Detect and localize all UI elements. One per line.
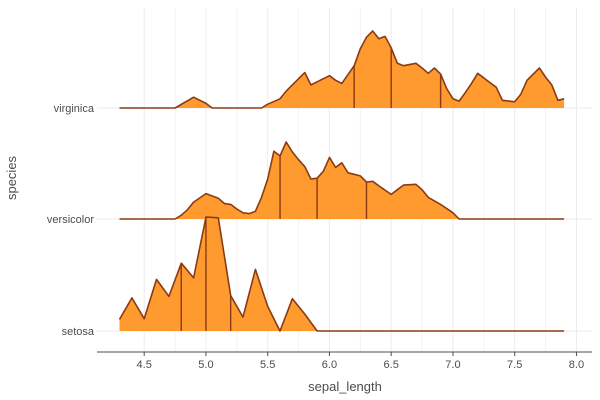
x-tick-label: 7.5 (507, 359, 522, 371)
ridge-area-virginica (119, 31, 565, 108)
x-axis-ticks: 4.5 5.0 5.5 6.0 6.5 7.0 7.5 8.0 (137, 352, 584, 371)
ridge-area-setosa (119, 217, 565, 331)
ridge-virginica (119, 30, 565, 109)
ridges (118, 30, 565, 332)
x-tick-label: 8.0 (569, 359, 584, 371)
y-category-label-virginica: virginica (54, 103, 95, 115)
ridge-area-versicolor (119, 142, 565, 219)
y-axis-title: species (4, 155, 19, 200)
x-tick-label: 5.0 (198, 359, 213, 371)
x-axis-title: sepal_length (308, 379, 382, 394)
x-tick-label: 6.0 (322, 359, 337, 371)
x-tick-label: 7.0 (445, 359, 460, 371)
ridge-outline-virginica (119, 30, 565, 109)
x-tick-label: 6.5 (384, 359, 399, 371)
ridge-setosa (118, 216, 565, 332)
y-category-label-setosa: setosa (62, 326, 95, 338)
x-tick-label: 5.5 (260, 359, 275, 371)
y-axis-category-labels: virginica versicolor setosa (47, 103, 95, 338)
x-tick-label: 4.5 (137, 359, 152, 371)
ridge-versicolor (119, 141, 565, 220)
y-category-label-versicolor: versicolor (47, 214, 94, 226)
ridge-outline-versicolor (119, 141, 565, 220)
ridge-outline-setosa (118, 216, 565, 332)
